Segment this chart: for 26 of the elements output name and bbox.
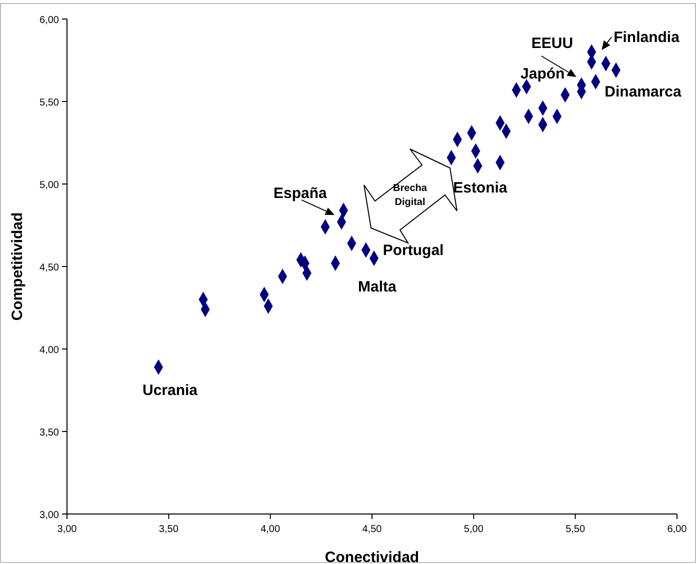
x-tick-label: 5,00 (464, 524, 484, 535)
y-tick-label: 5,00 (40, 180, 60, 191)
x-tick-label: 6,00 (667, 524, 688, 535)
x-tick-label: 4,00 (260, 524, 280, 535)
y-tick-label: 3,00 (40, 510, 60, 521)
annotation: EEUU (531, 35, 574, 52)
annotation: Estonia (453, 180, 508, 197)
y-tick-label: 5,50 (40, 98, 60, 108)
annotation: España (274, 184, 328, 202)
x-tick-label: 4,50 (362, 524, 382, 535)
y-tick-label: 4,50 (40, 262, 60, 274)
annotation: Ucrania (142, 382, 198, 400)
annotation: Malta (358, 278, 398, 296)
annotation: Finlandia (614, 29, 680, 46)
x-tick-label: 3,50 (158, 524, 179, 535)
annotation: Portugal (382, 242, 444, 259)
x-axis-title: Conectividad (324, 549, 420, 564)
y-tick-label: 4,00 (40, 345, 60, 356)
x-tick-label: 3,00 (57, 524, 78, 535)
y-tick-label: 3,50 (40, 428, 60, 438)
y-axis-title: Competitividad (9, 212, 26, 321)
annotation: Dinamarca (604, 84, 682, 101)
annotation: Japón (520, 66, 565, 83)
y-tick-label: 6,00 (40, 15, 60, 26)
annotation: Brecha Digital (393, 183, 428, 208)
x-tick-label: 5,50 (566, 524, 586, 535)
